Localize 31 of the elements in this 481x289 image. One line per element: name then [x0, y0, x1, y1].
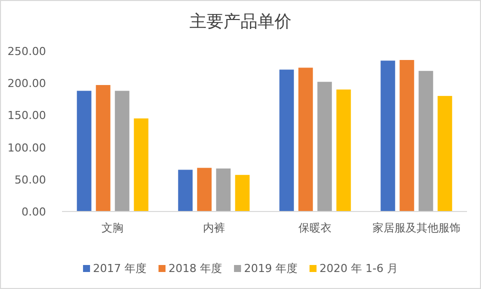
bar	[298, 68, 313, 212]
y-tick-label: 50.00	[14, 173, 46, 186]
bar	[438, 96, 452, 212]
bar	[400, 60, 414, 212]
y-tick-label: 200.00	[8, 77, 46, 90]
legend-label: 2020 年 1-6 月	[320, 262, 398, 275]
y-tick-label: 100.00	[8, 141, 46, 154]
bar	[279, 70, 294, 212]
bar	[216, 168, 231, 212]
bar	[134, 118, 148, 212]
chart-title: 主要产品单价	[190, 12, 292, 32]
bar	[178, 170, 193, 212]
legend-label: 2018 年度	[168, 262, 222, 275]
y-tick-label: 0.00	[22, 206, 46, 218]
bar	[197, 168, 212, 212]
bar	[336, 90, 351, 212]
bar	[235, 174, 250, 212]
x-tick-label: 家居服及其他服饰	[372, 222, 460, 234]
bar	[96, 85, 110, 212]
y-tick-label: 150.00	[8, 109, 46, 122]
bar	[76, 90, 92, 212]
x-tick-label: 保暖衣	[298, 222, 332, 234]
bar	[317, 82, 332, 212]
bar	[114, 90, 130, 212]
y-tick-label: 250.00	[8, 45, 46, 58]
x-tick-label: 文胸	[102, 222, 124, 234]
bar	[380, 60, 396, 212]
bar	[418, 70, 434, 212]
legend-label: 2019 年度	[244, 262, 298, 275]
x-tick-label: 内裤	[202, 222, 225, 234]
legend-label: 2017 年度	[93, 262, 147, 275]
